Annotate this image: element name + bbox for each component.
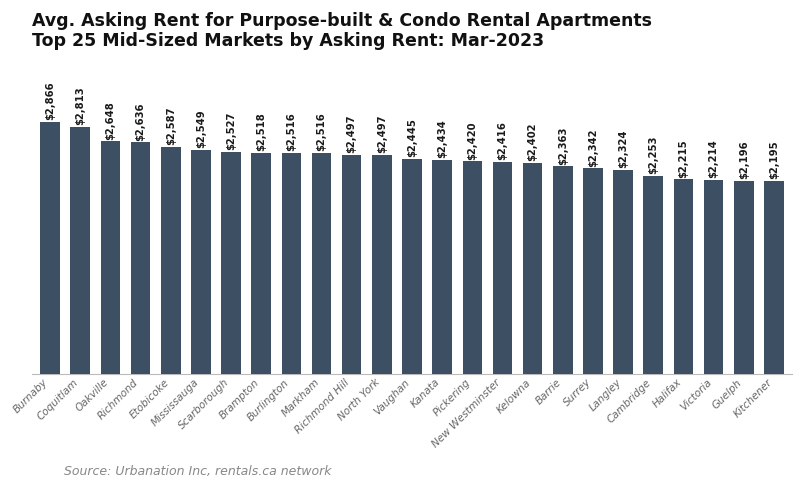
Bar	[432, 160, 452, 374]
Text: $2,866: $2,866	[45, 82, 55, 120]
Text: $2,214: $2,214	[709, 139, 718, 178]
Bar	[734, 181, 754, 374]
Text: $2,324: $2,324	[618, 130, 628, 168]
Bar	[614, 170, 633, 374]
Bar	[402, 159, 422, 374]
Bar	[191, 150, 210, 374]
Bar	[101, 142, 120, 374]
Text: $2,549: $2,549	[196, 110, 206, 148]
Bar	[643, 176, 663, 374]
Text: $2,416: $2,416	[498, 121, 507, 160]
Bar	[222, 152, 241, 374]
Bar	[704, 180, 723, 374]
Text: $2,445: $2,445	[407, 119, 417, 157]
Text: $2,253: $2,253	[648, 136, 658, 174]
Text: $2,434: $2,434	[437, 120, 447, 158]
Text: $2,516: $2,516	[317, 112, 326, 151]
Bar	[312, 153, 331, 374]
Text: $2,813: $2,813	[75, 86, 86, 125]
Text: $2,497: $2,497	[377, 114, 387, 153]
Text: $2,527: $2,527	[226, 112, 236, 150]
Bar	[523, 163, 542, 374]
Text: $2,195: $2,195	[769, 141, 779, 180]
Text: $2,516: $2,516	[286, 112, 296, 151]
Text: Source: Urbanation Inc, rentals.ca network: Source: Urbanation Inc, rentals.ca netwo…	[64, 465, 331, 478]
Bar	[674, 180, 694, 374]
Bar	[342, 155, 362, 374]
Bar	[583, 168, 602, 374]
Text: $2,648: $2,648	[106, 101, 115, 140]
Text: $2,420: $2,420	[467, 121, 478, 160]
Bar	[130, 143, 150, 374]
Bar	[40, 122, 60, 374]
Bar	[282, 153, 301, 374]
Bar	[553, 167, 573, 374]
Text: $2,215: $2,215	[678, 139, 689, 178]
Bar	[251, 153, 271, 374]
Text: $2,587: $2,587	[166, 107, 176, 145]
Bar	[372, 155, 392, 374]
Bar	[764, 181, 784, 374]
Text: $2,342: $2,342	[588, 128, 598, 167]
Bar	[161, 147, 181, 374]
Text: $2,518: $2,518	[256, 112, 266, 151]
Bar	[493, 162, 512, 374]
Bar	[70, 127, 90, 374]
Text: Avg. Asking Rent for Purpose-built & Condo Rental Apartments
Top 25 Mid-Sized Ma: Avg. Asking Rent for Purpose-built & Con…	[32, 12, 652, 50]
Text: $2,363: $2,363	[558, 126, 568, 165]
Text: $2,497: $2,497	[346, 114, 357, 153]
Text: $2,636: $2,636	[135, 102, 146, 141]
Text: $2,402: $2,402	[528, 123, 538, 161]
Bar	[462, 161, 482, 374]
Text: $2,196: $2,196	[738, 141, 749, 180]
